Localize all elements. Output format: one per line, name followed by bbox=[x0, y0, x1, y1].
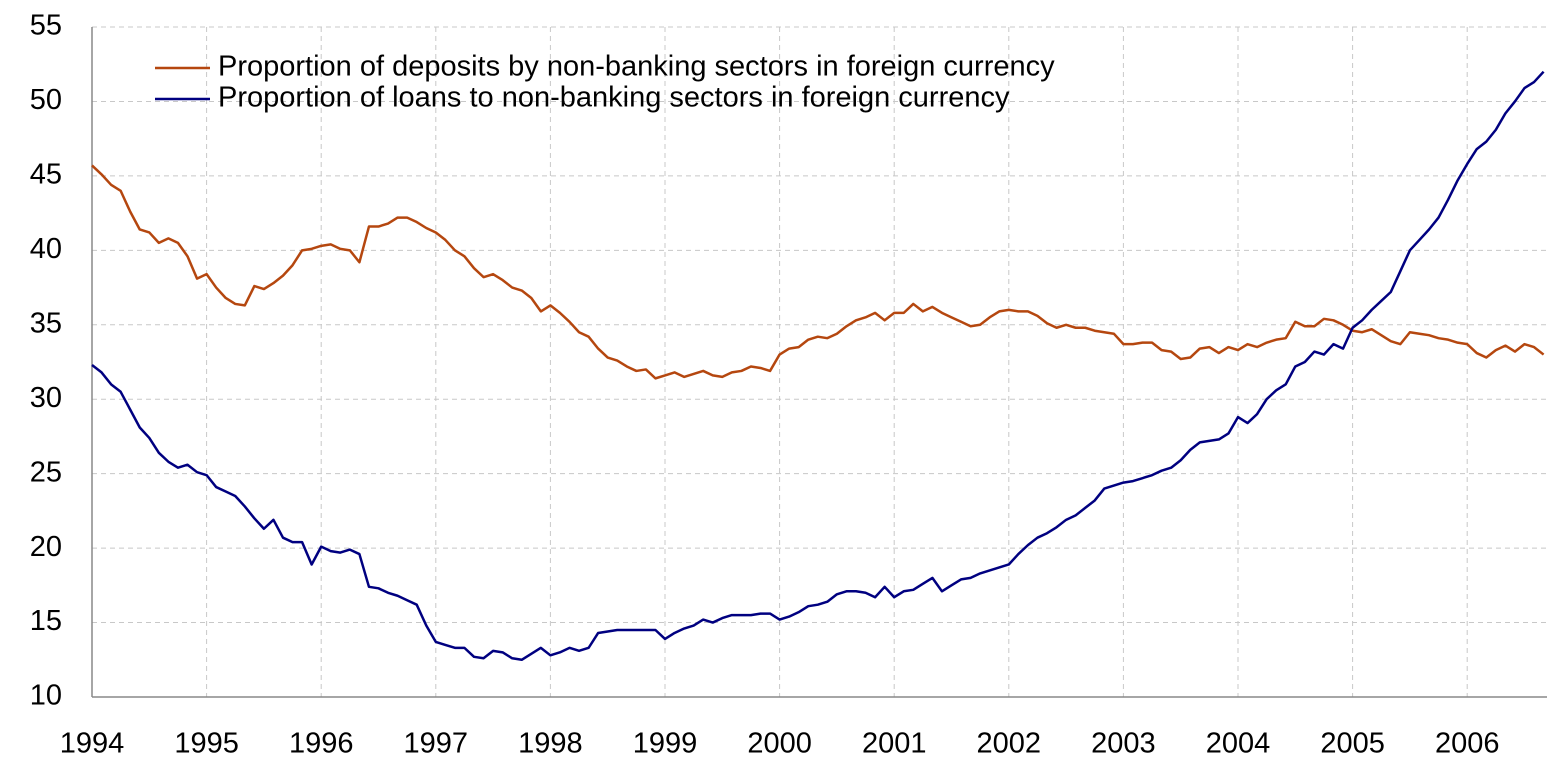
x-tick-label: 2003 bbox=[1091, 728, 1156, 760]
legend-label: Proportion of deposits by non-banking se… bbox=[218, 51, 1055, 83]
x-tick-label: 1994 bbox=[60, 728, 125, 760]
x-tick-label: 2004 bbox=[1206, 728, 1271, 760]
y-tick-label: 40 bbox=[30, 233, 62, 265]
x-tick-label: 1997 bbox=[404, 728, 469, 760]
x-tick-label: 2006 bbox=[1435, 728, 1500, 760]
y-tick-label: 50 bbox=[30, 84, 62, 116]
legend-label: Proportion of loans to non-banking secto… bbox=[218, 82, 1010, 114]
x-tick-label: 1995 bbox=[174, 728, 239, 760]
y-tick-label: 30 bbox=[30, 382, 62, 414]
y-tick-label: 35 bbox=[30, 307, 62, 339]
y-tick-label: 10 bbox=[30, 680, 62, 712]
x-tick-label: 2001 bbox=[862, 728, 927, 760]
y-tick-label: 20 bbox=[30, 531, 62, 563]
x-tick-label: 2002 bbox=[977, 728, 1042, 760]
x-tick-label: 1998 bbox=[518, 728, 583, 760]
series-line bbox=[91, 70, 1545, 662]
x-tick-label: 1996 bbox=[289, 728, 354, 760]
x-tick-label: 1999 bbox=[633, 728, 698, 760]
y-tick-label: 25 bbox=[30, 456, 62, 488]
x-tick-label: 2000 bbox=[747, 728, 812, 760]
y-tick-label: 15 bbox=[30, 605, 62, 637]
x-tick-label: 2005 bbox=[1320, 728, 1385, 760]
y-tick-label: 45 bbox=[30, 159, 62, 191]
series-line bbox=[91, 164, 1545, 380]
y-tick-label: 55 bbox=[30, 10, 62, 42]
